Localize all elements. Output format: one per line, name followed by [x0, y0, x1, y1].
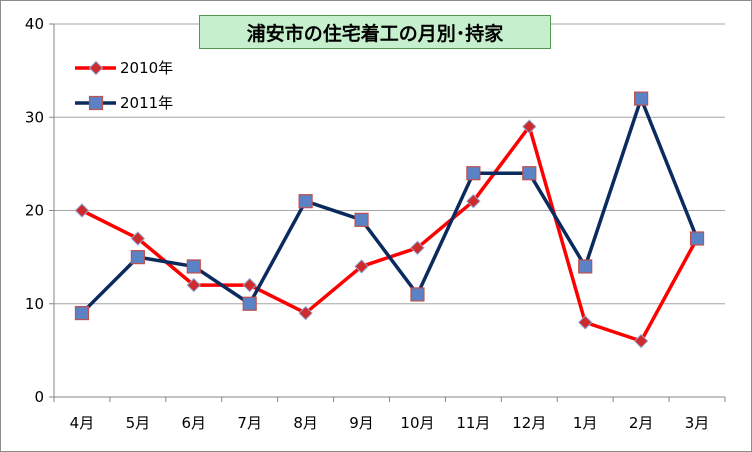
- x-tick-label: 9月: [349, 414, 374, 432]
- data-point-square: [522, 166, 537, 181]
- y-tick-label: 0: [34, 388, 44, 406]
- data-point-diamond: [410, 240, 425, 256]
- data-point-square: [130, 250, 145, 265]
- data-point-square: [298, 194, 313, 209]
- data-point-diamond: [186, 277, 201, 293]
- x-tick-label: 10月: [400, 414, 434, 432]
- x-tick-label: 4月: [70, 414, 95, 432]
- data-point-square: [410, 287, 425, 302]
- y-tick-label: 30: [25, 108, 44, 126]
- data-point-square: [578, 259, 593, 274]
- x-tick-label: 6月: [182, 414, 207, 432]
- x-tick-label: 2月: [629, 414, 654, 432]
- legend-marker: [88, 95, 104, 111]
- x-tick-label: 8月: [293, 414, 318, 432]
- series-line-1: [81, 124, 699, 343]
- x-tick-label: 1月: [573, 414, 598, 432]
- data-point-diamond: [578, 315, 593, 330]
- data-point-diamond: [522, 119, 537, 134]
- data-point-diamond: [242, 277, 257, 293]
- data-point-square: [354, 212, 369, 227]
- y-tick-label: 40: [25, 15, 44, 33]
- data-point-diamond: [354, 259, 369, 274]
- legend-label: 2011年: [120, 94, 173, 112]
- y-tick-label: 20: [25, 202, 44, 220]
- data-point-square: [689, 231, 705, 246]
- data-point-diamond: [130, 231, 146, 246]
- data-point-diamond: [633, 333, 649, 349]
- x-tick-label: 5月: [126, 414, 151, 432]
- data-point-square: [466, 166, 481, 181]
- data-point-diamond: [74, 203, 90, 218]
- data-point-diamond: [466, 193, 481, 209]
- legend-marker: [88, 60, 104, 76]
- data-point-square: [186, 259, 201, 274]
- chart-title: 浦安市の住宅着工の月別･持家: [199, 15, 551, 49]
- x-tick-label: 7月: [237, 414, 262, 432]
- x-tick-label: 3月: [685, 414, 710, 432]
- series-line-2: [80, 96, 699, 315]
- legend-label: 2010年: [120, 59, 173, 77]
- data-point-diamond: [298, 305, 313, 321]
- data-point-square: [242, 296, 257, 311]
- data-point-square: [74, 305, 90, 321]
- x-tick-label: 11月: [456, 414, 490, 432]
- data-point-square: [634, 91, 649, 106]
- x-tick-label: 12月: [512, 414, 546, 432]
- y-tick-label: 10: [25, 295, 44, 313]
